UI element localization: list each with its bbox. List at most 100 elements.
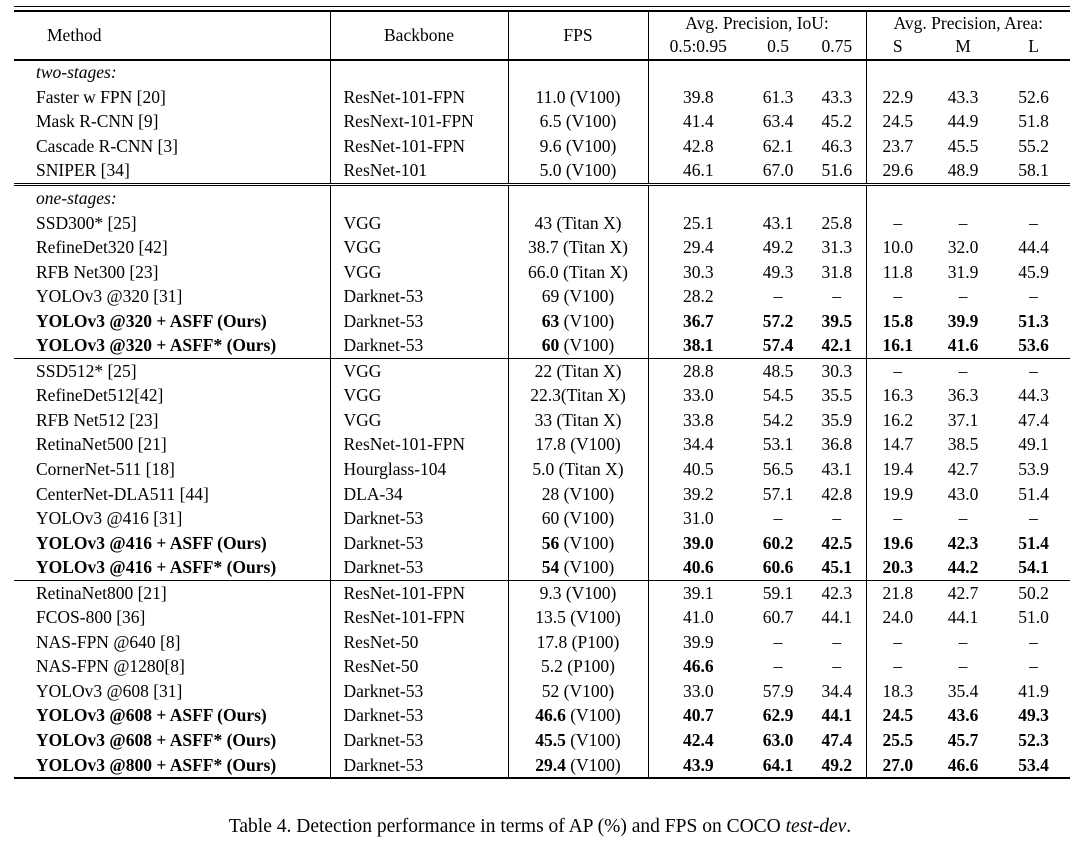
ap-cell: 51.4 xyxy=(1018,532,1049,553)
ap-cell: 62.9 xyxy=(762,705,794,726)
col-header-iou-05: 0.5 xyxy=(767,36,789,56)
ap-cell: 51.3 xyxy=(1018,310,1049,331)
ap-cell: 30.3 xyxy=(821,360,853,381)
ap-cell: 28.2 xyxy=(647,284,748,309)
table-header: Method Backbone FPS Avg. Precision, IoU:… xyxy=(14,11,1071,60)
col-header-backbone: Backbone xyxy=(329,11,508,60)
ap-cell: 41.6 xyxy=(947,335,979,356)
ap-cell: 15.8 xyxy=(865,308,930,334)
ap-cell: 43.3 xyxy=(821,86,853,107)
ap-cell: 34.4 xyxy=(647,432,748,458)
fps-cell: 5.0 (V100) xyxy=(507,158,648,185)
fps-cell: 29.4 (V100) xyxy=(507,752,648,779)
ap-cell: 54.5 xyxy=(762,385,794,406)
ap-cell: 36.8 xyxy=(821,434,853,455)
ap-cell: 36.3 xyxy=(947,385,979,406)
ap-cell: 54.2 xyxy=(762,409,794,430)
ap-cell: 35.9 xyxy=(821,409,853,430)
fps-cell: 52 (V100) xyxy=(507,679,648,704)
ap-cell: – xyxy=(1029,656,1038,677)
ap-cell: 49.2 xyxy=(762,237,794,258)
ap-cell: 51.8 xyxy=(1018,111,1049,132)
ap-cell: – xyxy=(865,284,930,309)
table-section: SSD512* [25] VGG 22 (Titan X) 28.8 48.5 30.3–… xyxy=(14,358,1071,581)
ap-cell: 51.4 xyxy=(1018,483,1049,504)
method-cell: YOLOv3 @608 + ASFF* (Ours) xyxy=(36,730,277,751)
backbone-cell: ResNet-101 xyxy=(329,158,508,185)
ap-cell: 24.5 xyxy=(865,109,930,135)
table-row: YOLOv3 @800 + ASFF* (Ours) Darknet-53 29.4… xyxy=(14,752,1070,779)
ap-cell: 42.3 xyxy=(947,532,979,553)
backbone-cell: Darknet-53 xyxy=(329,308,508,334)
method-cell: NAS-FPN @1280[8] xyxy=(36,656,185,677)
fps-cell: 13.5 (V100) xyxy=(507,605,648,631)
table-section: RetinaNet800 [21] ResNet-101-FPN 9.3 (V100… xyxy=(14,580,1071,779)
ap-cell: – xyxy=(832,508,842,529)
backbone-cell: VGG xyxy=(329,358,508,384)
ap-cell: 39.1 xyxy=(647,580,748,606)
ap-cell: 52.3 xyxy=(1018,730,1049,751)
backbone-cell: VGG xyxy=(329,408,508,433)
method-cell: CornerNet-511 [18] xyxy=(36,459,175,480)
ap-cell: 11.8 xyxy=(865,259,930,285)
method-cell: RFB Net300 [23] xyxy=(36,261,159,282)
method-cell: NAS-FPN @640 [8] xyxy=(36,631,181,652)
ap-cell: 31.3 xyxy=(821,237,853,258)
ap-cell: 27.0 xyxy=(865,752,930,779)
ap-cell: – xyxy=(773,508,783,529)
table-caption: Table 4. Detection performance in terms … xyxy=(0,816,1080,838)
fps-cell: 5.2 (P100) xyxy=(507,654,648,680)
method-cell: Mask R-CNN [9] xyxy=(36,111,159,132)
ap-cell: 37.1 xyxy=(947,409,979,430)
ap-cell: 55.2 xyxy=(1018,135,1049,156)
ap-cell: 48.5 xyxy=(762,360,794,381)
ap-cell: 49.1 xyxy=(1018,434,1049,455)
ap-cell: 25.5 xyxy=(865,728,930,753)
empty-cell xyxy=(997,60,1070,86)
ap-cell: 16.2 xyxy=(865,408,930,433)
backbone-cell: Hourglass-104 xyxy=(329,457,508,482)
ap-cell: 39.0 xyxy=(647,530,748,556)
method-cell: RFB Net512 [23] xyxy=(36,409,159,430)
ap-cell: – xyxy=(832,631,842,652)
ap-cell: 25.8 xyxy=(821,212,853,233)
ap-cell: 31.0 xyxy=(647,506,748,531)
ap-cell: 46.6 xyxy=(647,654,748,680)
ap-cell: 43.3 xyxy=(947,86,979,107)
backbone-cell: Darknet-53 xyxy=(329,679,508,704)
ap-cell: 31.8 xyxy=(821,261,853,282)
ap-cell: 33.0 xyxy=(647,383,748,409)
backbone-cell: VGG xyxy=(329,210,508,236)
fps-cell: 9.3 (V100) xyxy=(507,580,648,606)
table-row: YOLOv3 @608 + ASFF* (Ours) Darknet-53 45.5… xyxy=(14,728,1070,753)
ap-cell: 49.3 xyxy=(1018,705,1049,726)
backbone-cell: ResNet-50 xyxy=(329,630,508,655)
ap-cell: 47.4 xyxy=(1018,409,1049,430)
ap-cell: 43.9 xyxy=(647,752,748,779)
method-cell: YOLOv3 @416 + ASFF (Ours) xyxy=(36,532,267,553)
empty-cell xyxy=(329,184,508,211)
table-row: CornerNet-511 [18] Hourglass-104 5.0 (Tita… xyxy=(14,457,1070,482)
ap-cell: – xyxy=(958,631,968,652)
ap-cell: 46.3 xyxy=(821,135,853,156)
caption-text: Table 4. Detection performance in terms … xyxy=(228,816,786,838)
backbone-cell: DLA-34 xyxy=(329,481,508,507)
col-header-fps: FPS xyxy=(507,11,648,60)
ap-cell: 44.1 xyxy=(821,607,853,628)
ap-cell: 63.4 xyxy=(762,111,794,132)
ap-cell: 44.1 xyxy=(947,607,979,628)
ap-cell: 42.3 xyxy=(821,582,853,603)
table-row: RFB Net512 [23] VGG 33 (Titan X) 33.8 54.2 35… xyxy=(14,408,1070,433)
ap-cell: 41.0 xyxy=(647,605,748,631)
empty-cell xyxy=(647,59,748,86)
backbone-cell: ResNext-101-FPN xyxy=(329,109,508,135)
header-row-subcolumns: 0.5:0.95 0.5 0.75 S M L xyxy=(14,34,1070,60)
ap-cell: 40.7 xyxy=(647,703,748,729)
method-cell: RetinaNet800 [21] xyxy=(36,582,167,603)
empty-cell xyxy=(748,60,808,86)
ap-cell: 14.7 xyxy=(865,432,930,458)
backbone-cell: VGG xyxy=(329,383,508,409)
ap-cell: 63.0 xyxy=(762,730,794,751)
ap-cell: 24.0 xyxy=(865,605,930,631)
ap-cell: 19.4 xyxy=(865,457,930,482)
